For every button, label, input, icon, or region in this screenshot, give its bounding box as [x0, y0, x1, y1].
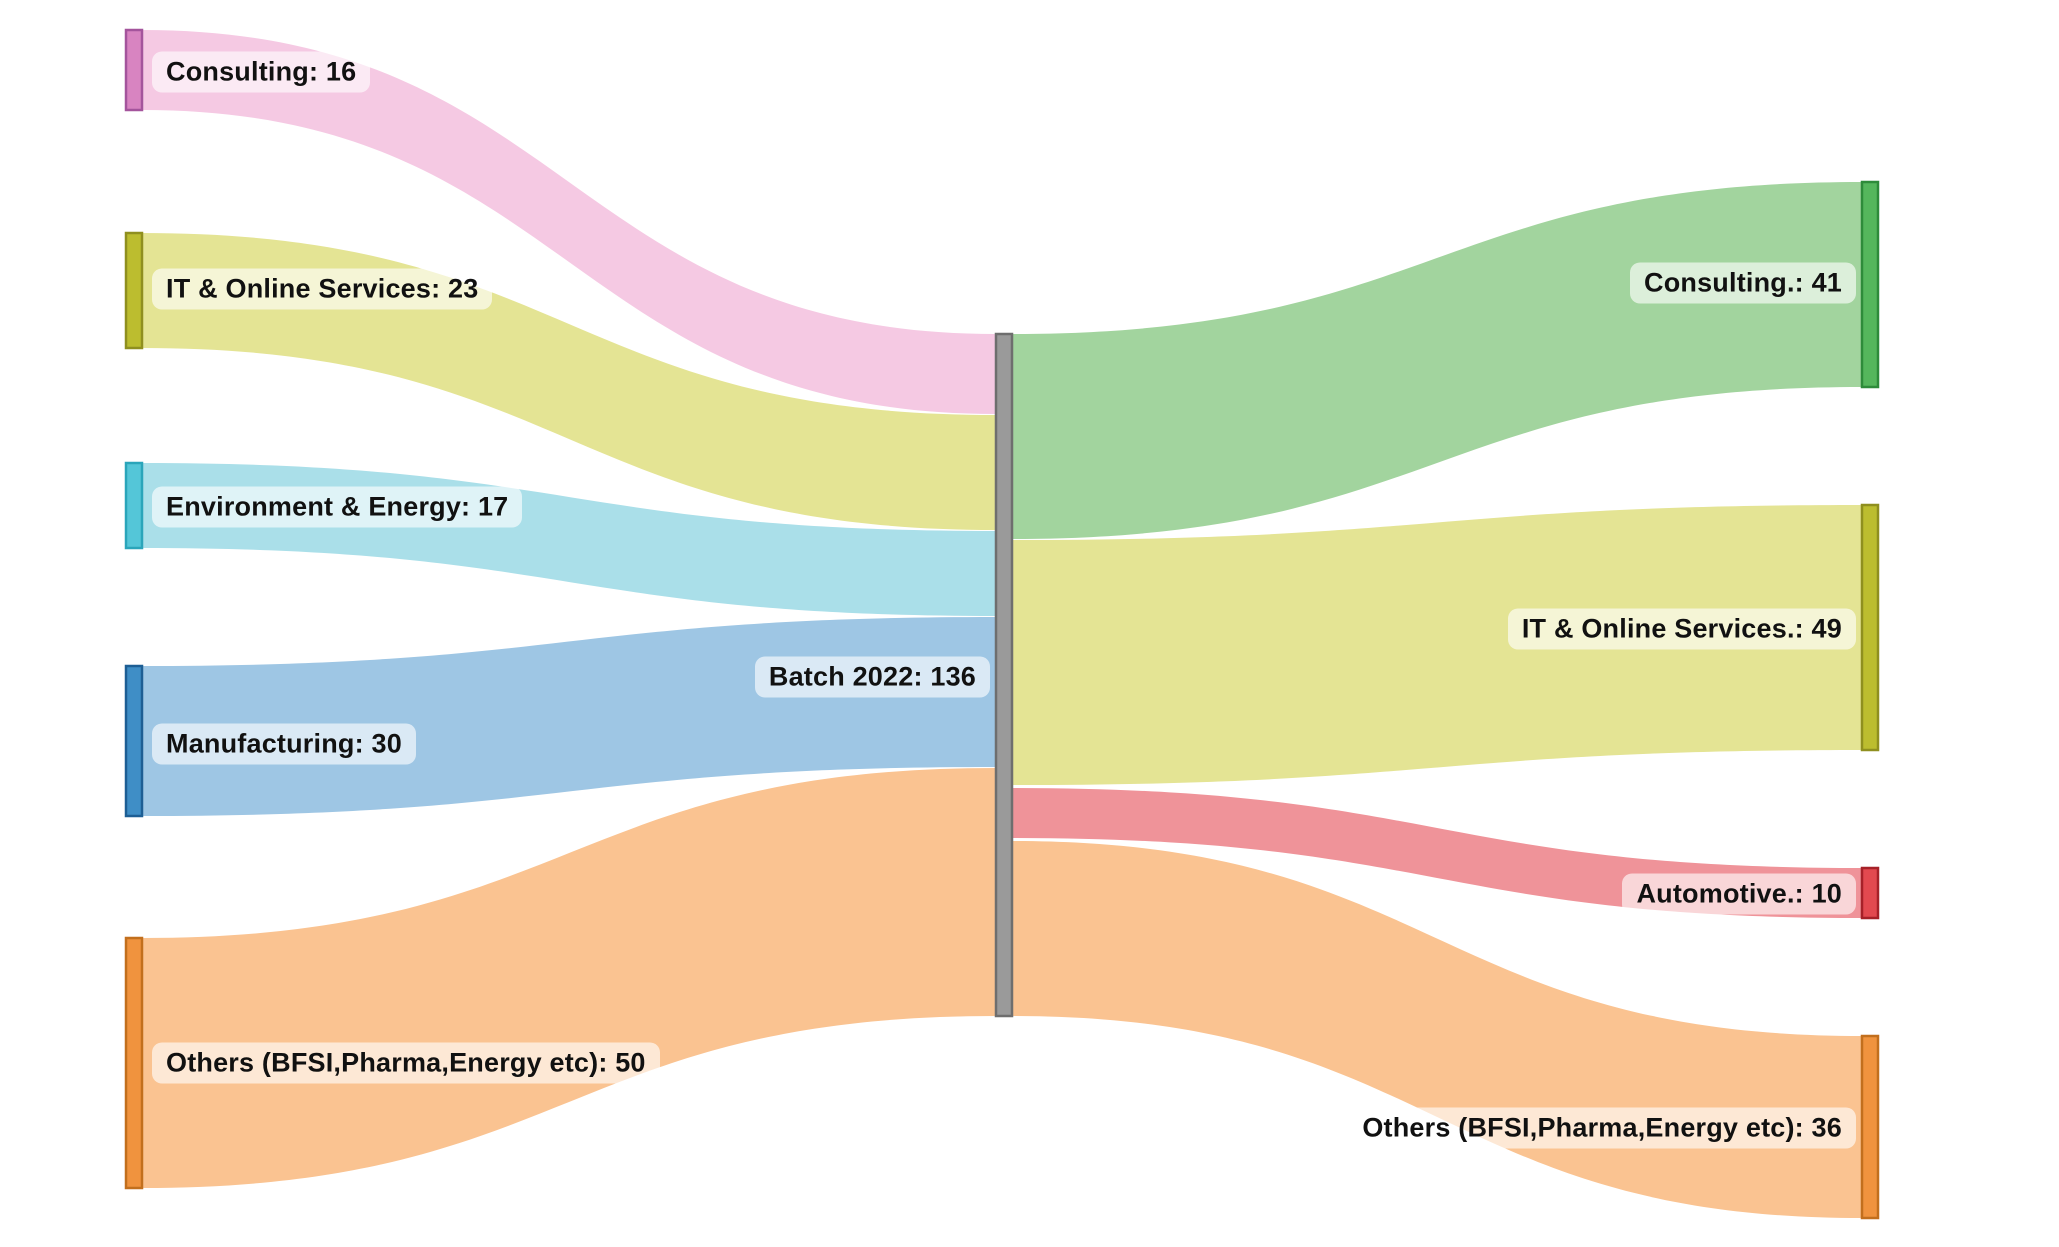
node-it-right[interactable]	[1860, 503, 1880, 752]
node-mfg-left[interactable]	[124, 664, 144, 818]
node-others-right[interactable]	[1860, 1034, 1880, 1220]
node-env-left[interactable]	[124, 461, 144, 550]
node-batch[interactable]	[994, 332, 1014, 1018]
node-others-left[interactable]	[124, 936, 144, 1190]
node-it-left[interactable]	[124, 231, 144, 350]
link-consulting-left-to-batch[interactable]	[142, 30, 996, 414]
node-consulting-left[interactable]	[124, 28, 144, 112]
link-batch-to-consulting-right[interactable]	[1012, 182, 1862, 539]
link-others-left-to-batch[interactable]	[142, 768, 996, 1188]
link-batch-to-it-right[interactable]	[1012, 505, 1862, 785]
node-consulting-right[interactable]	[1860, 180, 1880, 389]
node-auto-right[interactable]	[1860, 866, 1880, 920]
